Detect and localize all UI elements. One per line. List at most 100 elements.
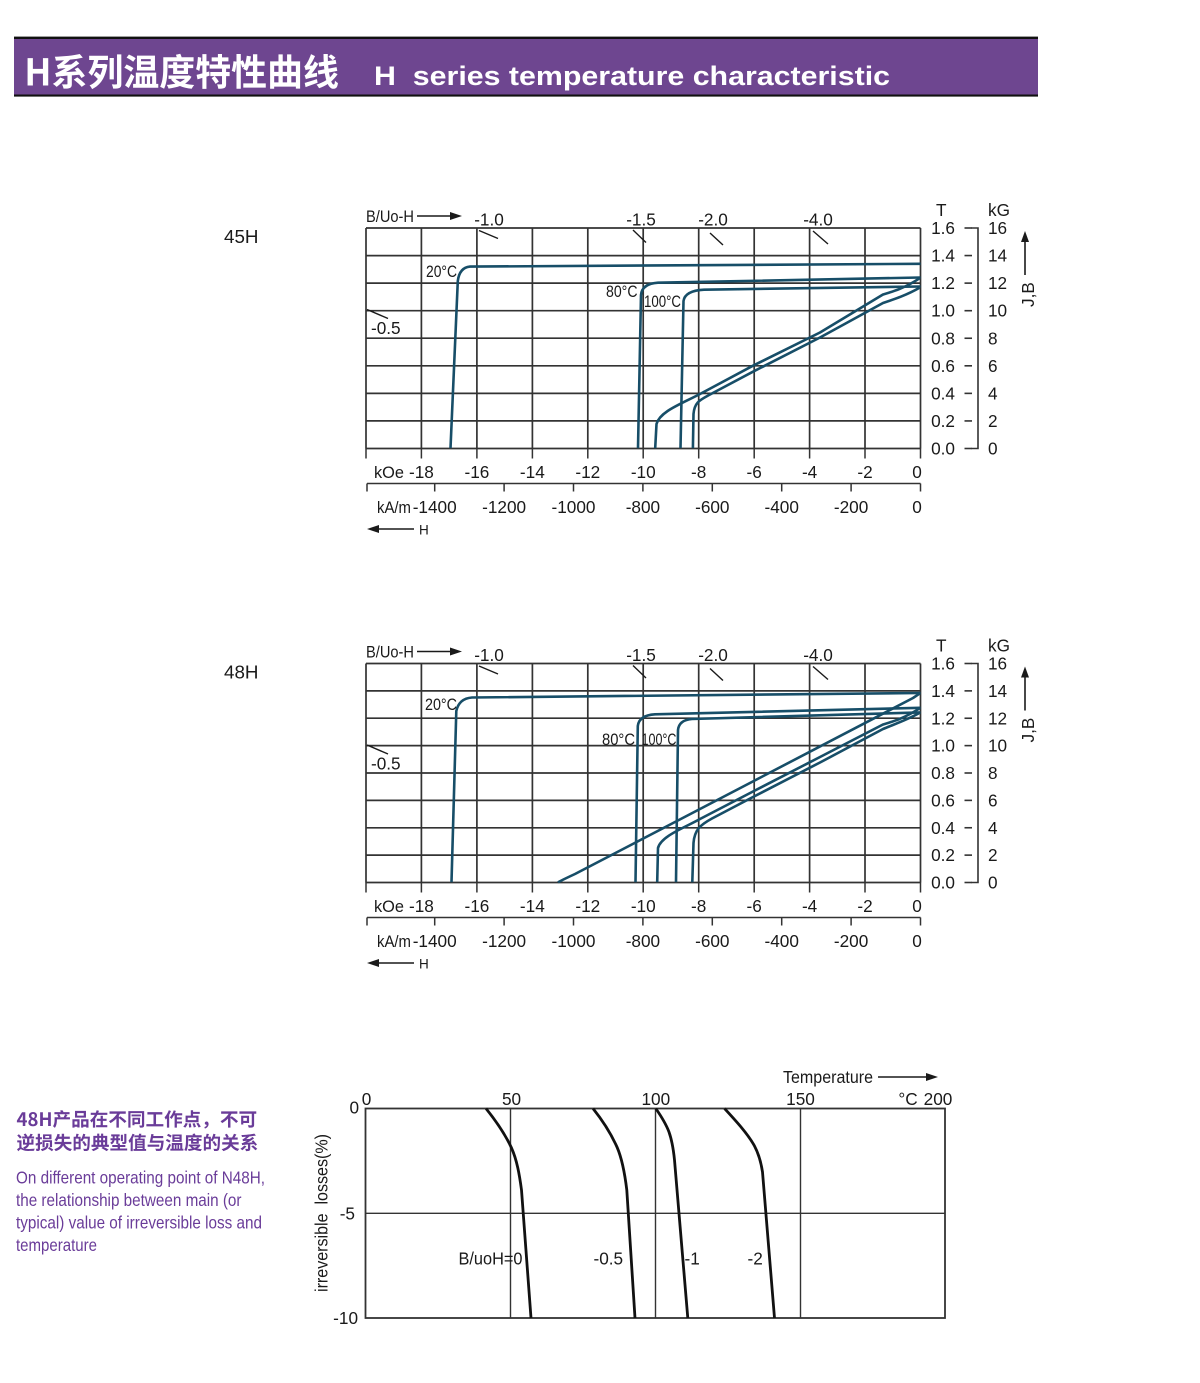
- svg-text:0: 0: [912, 896, 922, 916]
- svg-text:2: 2: [988, 411, 998, 431]
- svg-text:kA/m: kA/m: [377, 933, 411, 951]
- svg-text:80°C: 80°C: [606, 282, 638, 301]
- svg-text:0: 0: [912, 462, 922, 482]
- svg-text:-8: -8: [691, 896, 706, 916]
- svg-text:100°C: 100°C: [644, 292, 681, 311]
- svg-text:1.2: 1.2: [931, 708, 955, 728]
- svg-text:kOe: kOe: [374, 464, 404, 482]
- svg-text:0: 0: [988, 439, 998, 459]
- svg-text:H series temperature characte: H series temperature characteristic: [374, 61, 890, 91]
- svg-text:-12: -12: [575, 896, 600, 916]
- svg-text:-600: -600: [695, 931, 729, 951]
- svg-text:-14: -14: [520, 462, 545, 482]
- svg-text:48H: 48H: [224, 662, 258, 683]
- svg-text:-2: -2: [857, 462, 872, 482]
- svg-text:0.8: 0.8: [931, 763, 955, 783]
- svg-text:1.6: 1.6: [931, 218, 955, 238]
- svg-text:1.0: 1.0: [931, 301, 955, 321]
- svg-text:-12: -12: [575, 462, 600, 482]
- svg-text:-4: -4: [802, 462, 818, 482]
- svg-text:1.4: 1.4: [931, 681, 955, 701]
- svg-text:150: 150: [786, 1089, 815, 1109]
- svg-text:0: 0: [988, 873, 998, 893]
- svg-text:On different operating point o: On different operating point of N48H,: [16, 1168, 265, 1188]
- svg-text:irreversible losses(%): irreversible losses(%): [312, 1134, 332, 1292]
- svg-text:0.4: 0.4: [931, 383, 955, 403]
- svg-text:12: 12: [988, 708, 1007, 728]
- svg-text:-800: -800: [626, 931, 660, 951]
- svg-text:0.0: 0.0: [931, 873, 955, 893]
- svg-text:-2.0: -2.0: [698, 210, 728, 230]
- svg-text:-0.5: -0.5: [371, 754, 401, 774]
- svg-text:-16: -16: [464, 896, 489, 916]
- svg-text:45H: 45H: [224, 226, 258, 247]
- svg-text:-18: -18: [409, 462, 434, 482]
- svg-text:-10: -10: [333, 1308, 358, 1328]
- svg-text:1.2: 1.2: [931, 273, 955, 293]
- svg-text:-1400: -1400: [413, 497, 457, 517]
- svg-text:-6: -6: [747, 896, 762, 916]
- svg-text:-4.0: -4.0: [803, 645, 833, 665]
- svg-text:the relationship between main: the relationship between main (or: [16, 1190, 242, 1210]
- svg-text:kA/m: kA/m: [377, 499, 411, 517]
- svg-text:2: 2: [988, 845, 998, 865]
- svg-text:kG: kG: [988, 200, 1010, 220]
- svg-text:-6: -6: [747, 462, 762, 482]
- svg-text:-2: -2: [748, 1249, 763, 1269]
- svg-text:-4: -4: [802, 896, 818, 916]
- svg-text:0: 0: [912, 931, 922, 951]
- svg-text:-400: -400: [764, 931, 798, 951]
- svg-text:8: 8: [988, 328, 998, 348]
- svg-text:B/Uo-H: B/Uo-H: [366, 208, 414, 226]
- svg-text:J,B: J,B: [1018, 282, 1038, 307]
- svg-text:-8: -8: [691, 462, 706, 482]
- svg-text:6: 6: [988, 790, 998, 810]
- svg-text:4: 4: [988, 818, 998, 838]
- svg-text:14: 14: [988, 681, 1008, 701]
- svg-text:12: 12: [988, 273, 1007, 293]
- svg-text:1.4: 1.4: [931, 246, 955, 266]
- svg-text:14: 14: [988, 246, 1008, 266]
- svg-text:-1.0: -1.0: [474, 210, 504, 230]
- svg-text:Temperature: Temperature: [783, 1067, 873, 1087]
- svg-text:16: 16: [988, 218, 1007, 238]
- svg-text:-1.5: -1.5: [626, 645, 656, 665]
- svg-text:-400: -400: [764, 497, 798, 517]
- svg-text:0: 0: [362, 1089, 372, 1109]
- svg-text:°C: °C: [898, 1089, 917, 1109]
- svg-text:-0.5: -0.5: [594, 1249, 624, 1269]
- svg-text:-2: -2: [857, 896, 872, 916]
- svg-text:-600: -600: [695, 497, 729, 517]
- svg-text:-0.5: -0.5: [371, 318, 401, 338]
- svg-text:-18: -18: [409, 896, 434, 916]
- svg-text:6: 6: [988, 356, 998, 376]
- svg-text:typical) value of irreversible: typical) value of irreversible loss and: [16, 1213, 262, 1233]
- svg-text:0.6: 0.6: [931, 790, 955, 810]
- svg-text:-16: -16: [464, 462, 489, 482]
- svg-text:J,B: J,B: [1018, 718, 1038, 743]
- svg-text:kG: kG: [988, 636, 1010, 656]
- svg-text:-10: -10: [631, 896, 656, 916]
- svg-text:-5: -5: [340, 1204, 355, 1224]
- svg-text:-14: -14: [520, 896, 545, 916]
- svg-text:100°C: 100°C: [642, 730, 677, 749]
- svg-text:1.0: 1.0: [931, 736, 955, 756]
- svg-text:0: 0: [349, 1098, 359, 1118]
- svg-text:-2.0: -2.0: [698, 645, 728, 665]
- svg-text:0.0: 0.0: [931, 439, 955, 459]
- svg-text:50: 50: [502, 1089, 521, 1109]
- svg-text:-1.0: -1.0: [474, 645, 504, 665]
- svg-text:-1000: -1000: [552, 497, 596, 517]
- svg-text:B/uoH=0: B/uoH=0: [459, 1249, 523, 1269]
- svg-text:-200: -200: [834, 931, 868, 951]
- svg-text:10: 10: [988, 301, 1007, 321]
- svg-text:100: 100: [641, 1089, 670, 1109]
- svg-text:-1.5: -1.5: [626, 210, 656, 230]
- svg-text:8: 8: [988, 763, 998, 783]
- svg-text:-1400: -1400: [413, 931, 457, 951]
- svg-text:B/Uo-H: B/Uo-H: [366, 644, 414, 662]
- svg-text:10: 10: [988, 736, 1007, 756]
- svg-text:0.2: 0.2: [931, 845, 955, 865]
- svg-text:200: 200: [924, 1089, 953, 1109]
- svg-text:-1200: -1200: [482, 497, 526, 517]
